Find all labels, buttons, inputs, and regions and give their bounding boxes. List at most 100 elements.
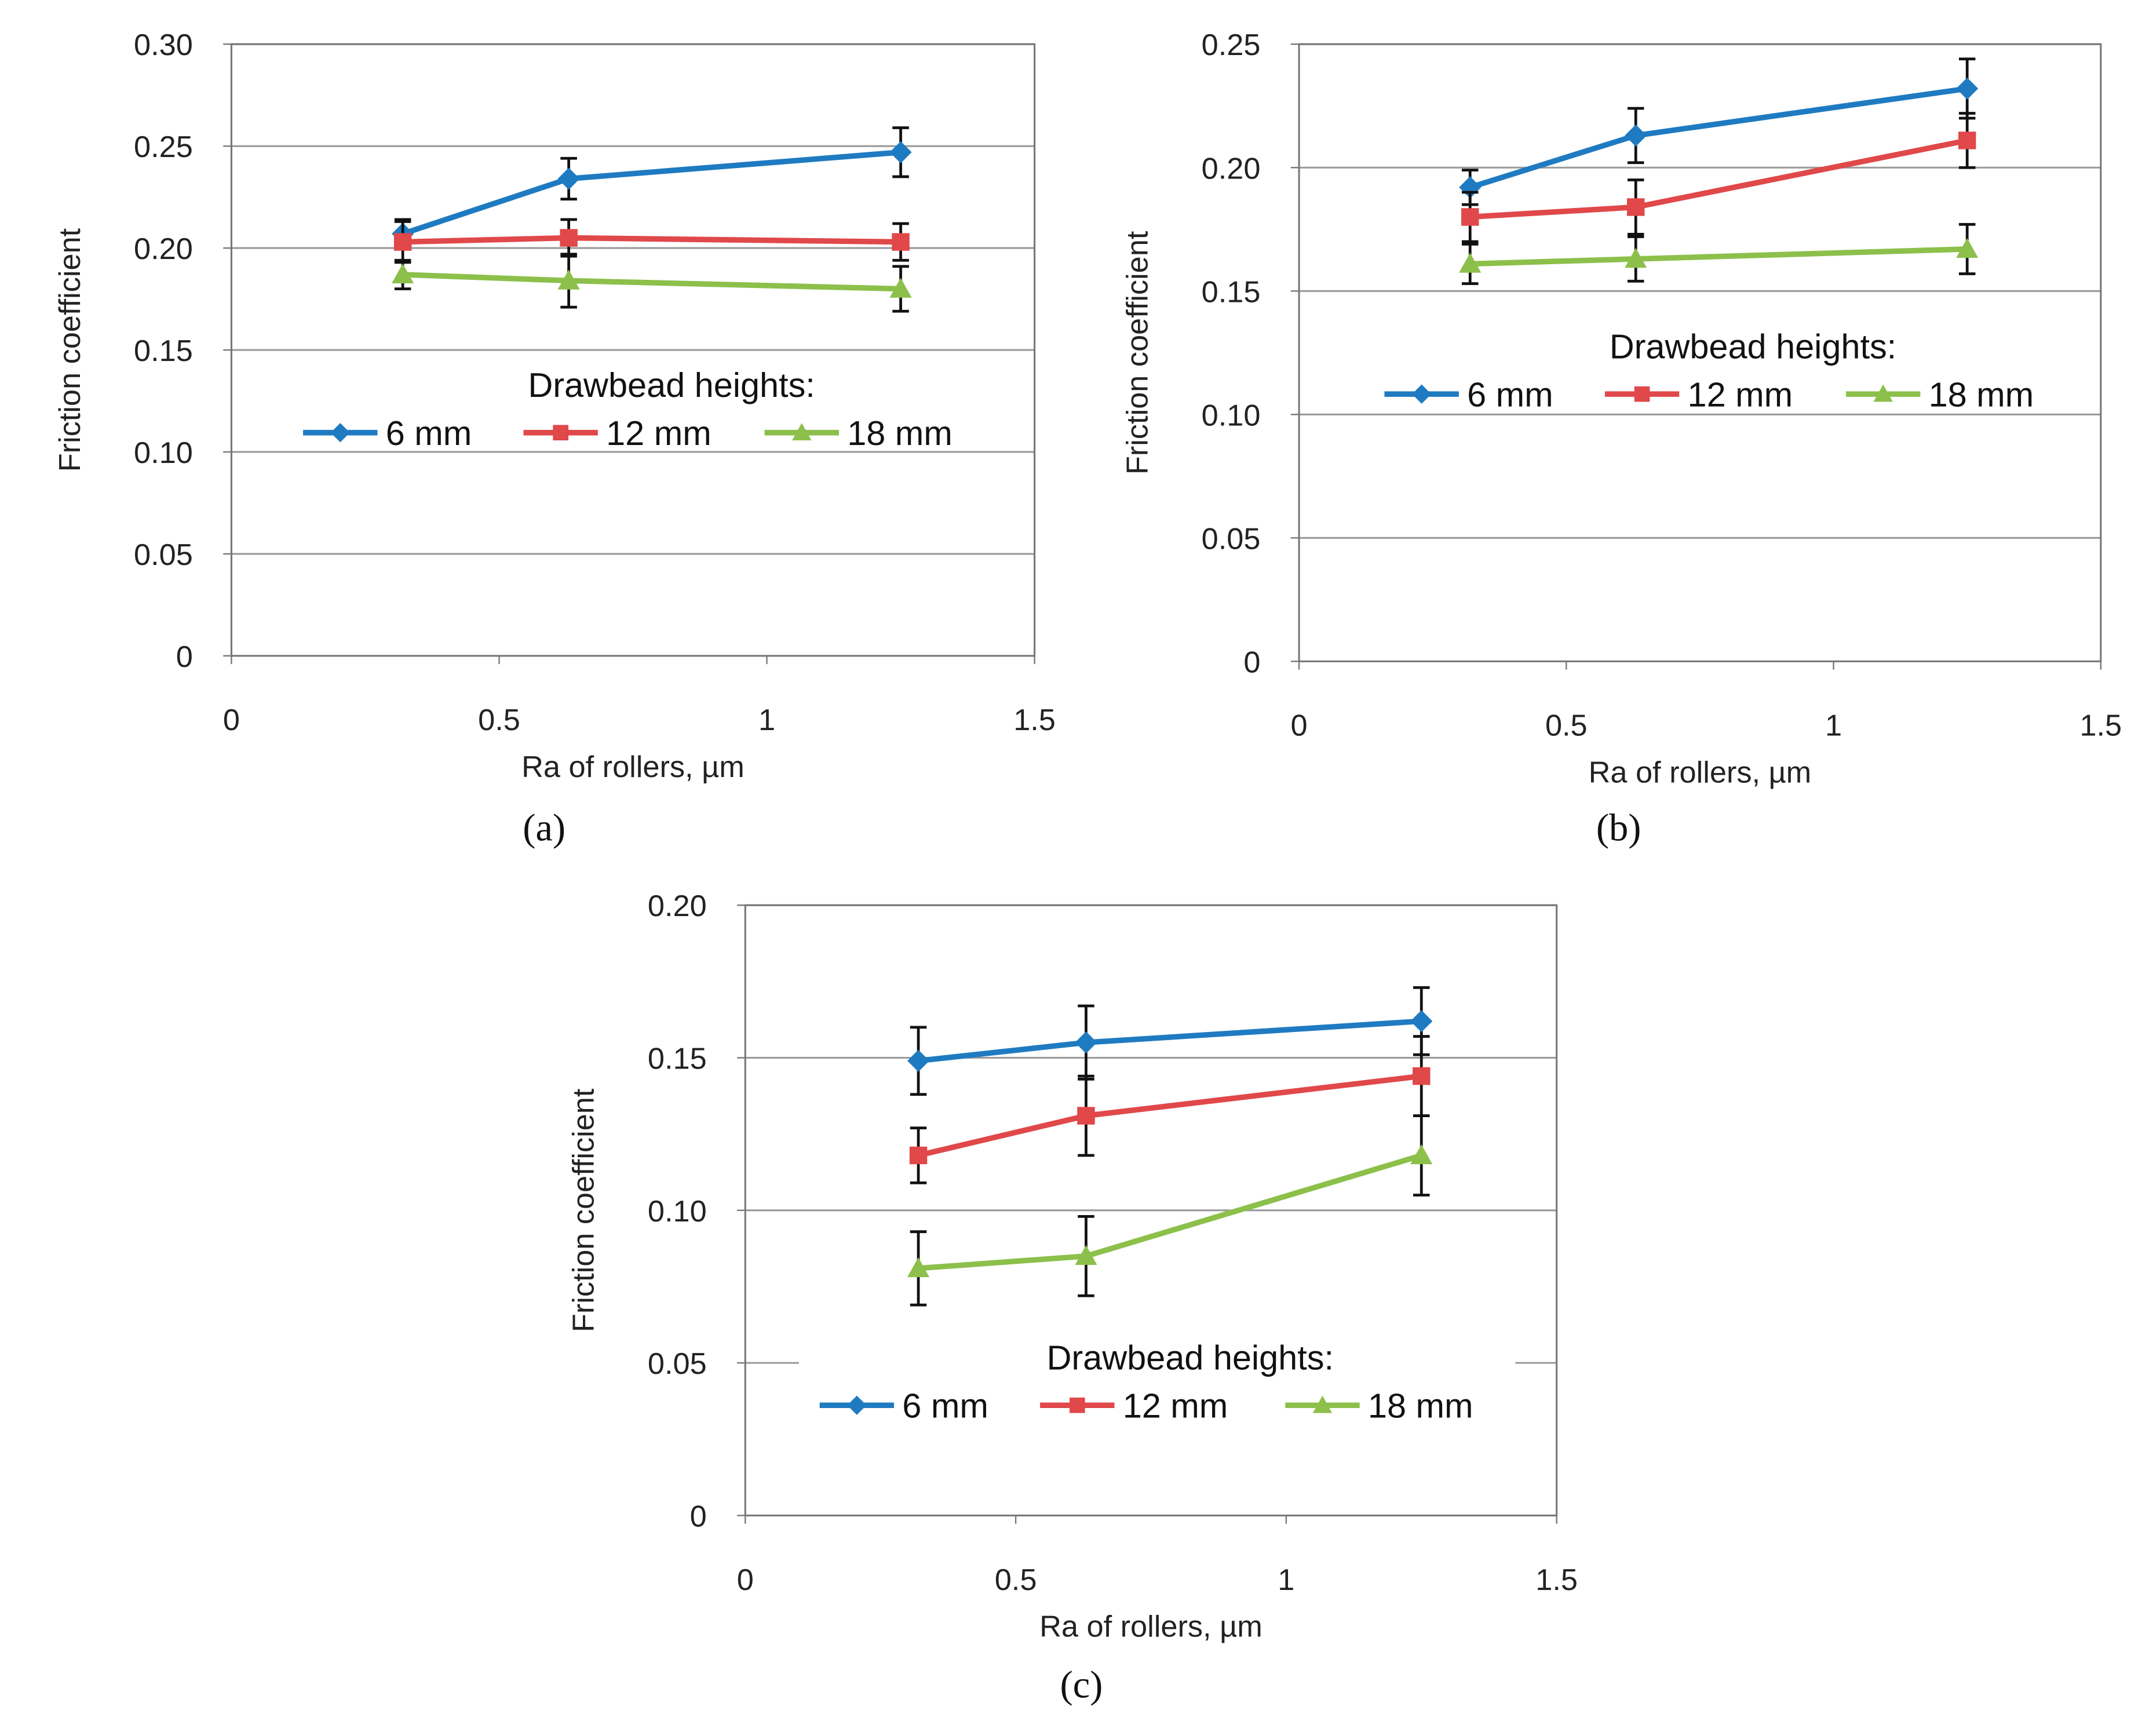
plot-area [744, 904, 1558, 1517]
series-line [918, 1018, 1422, 1064]
y-tick-label: 0.20 [1202, 152, 1261, 185]
legend-title: Drawbead heights: [528, 366, 815, 404]
y-tick-label: 0.10 [648, 1195, 707, 1228]
data-point [1410, 1010, 1433, 1033]
y-tick-label: 0.05 [1202, 522, 1261, 556]
x-axis-label: Ra of rollers, µm [1589, 756, 1812, 790]
chart-panel-b: 0 0.05 0.10 0.15 0.20 0.25 0 0.5 1 1.5 Ra of rolle… [1121, 28, 2122, 849]
x-tick-label: 0 [737, 1563, 754, 1597]
legend-marker-square [1634, 386, 1650, 402]
x-tick-label: 0.5 [478, 703, 520, 737]
legend-marker-diamond [330, 423, 350, 443]
legend: Drawbead heights: 6 mm 12 mm 18 mm [798, 1314, 1516, 1425]
data-point [1625, 124, 1647, 147]
x-tick-label: 1 [1278, 1563, 1294, 1597]
legend-marker-diamond [1412, 384, 1432, 404]
data-point [1459, 253, 1482, 273]
y-axis-label: Friction coefficient [1121, 231, 1155, 475]
y-tick-label: 0.10 [1202, 399, 1261, 432]
data-point [1626, 198, 1645, 216]
legend-entry: 6 mm [386, 414, 472, 453]
y-tick-label: 0.25 [1202, 28, 1261, 62]
data-point [1413, 1067, 1431, 1085]
data-point [393, 233, 412, 251]
data-point [1075, 1031, 1097, 1054]
y-tick-label: 0 [690, 1500, 707, 1533]
series-18mm [1459, 223, 1979, 285]
series-12mm [393, 218, 910, 264]
data-point [560, 229, 578, 247]
data-point [1956, 77, 1979, 100]
plot-area [230, 43, 1036, 657]
x-tick-label: 1 [758, 703, 775, 737]
data-point [889, 141, 912, 163]
legend-entry: 6 mm [1467, 375, 1553, 414]
x-tick-label: 0.5 [995, 1563, 1037, 1597]
legend-marker-triangle [792, 423, 812, 441]
data-point [1461, 208, 1479, 226]
panel-label: (a) [523, 807, 565, 849]
y-tick-label: 0 [176, 640, 193, 674]
series-line [1469, 137, 1968, 220]
legend-entry: 12 mm [606, 414, 712, 453]
series-18mm [392, 253, 912, 313]
series-line [402, 272, 901, 292]
data-point [1075, 1245, 1097, 1265]
legend-title: Drawbead heights: [1046, 1338, 1333, 1377]
data-point [1958, 132, 1976, 149]
legend-entry: 12 mm [1688, 375, 1793, 414]
data-point [392, 263, 414, 284]
x-tick-label: 1.5 [2079, 709, 2122, 743]
data-point [909, 1146, 928, 1165]
y-axis-label: Friction coefficient [567, 1088, 601, 1332]
x-axis-label: Ra of rollers, µm [1039, 1610, 1263, 1644]
legend-entry: 12 mm [1123, 1387, 1228, 1425]
data-point [892, 233, 910, 251]
data-point [1625, 247, 1647, 268]
x-tick-label: 0 [1290, 709, 1307, 743]
y-tick-label: 0.20 [134, 232, 193, 266]
legend-marker-square [553, 425, 568, 441]
x-axis-label: Ra of rollers, µm [521, 750, 745, 784]
y-tick-label: 0.25 [134, 130, 193, 164]
legend-background [798, 1314, 1516, 1425]
x-tick-label: 1.5 [1013, 703, 1056, 737]
x-tick-label: 0 [223, 703, 240, 737]
series-12mm [1461, 112, 1976, 243]
x-tick-label: 0.5 [1545, 709, 1588, 743]
y-tick-label: 0.10 [134, 436, 193, 470]
legend: Drawbead heights: 6 mm 12 mm 18 mm [1384, 327, 2034, 414]
legend-marker-diamond [847, 1395, 867, 1415]
data-point [907, 1049, 930, 1072]
series-line [402, 149, 901, 236]
legend-marker-triangle [1312, 1395, 1333, 1413]
data-point [557, 269, 580, 290]
legend-entry: 18 mm [1929, 375, 2034, 414]
y-tick-label: 0 [1243, 645, 1260, 679]
chart-panel-c: 0 0.05 0.10 0.15 0.20 0 0.5 1 1.5 Ra of rollers, … [567, 889, 1578, 1706]
panel-label: (c) [1060, 1664, 1103, 1706]
y-tick-label: 0.15 [134, 334, 193, 368]
y-tick-label: 0.20 [648, 889, 707, 923]
data-point [907, 1257, 930, 1278]
series-line [1469, 86, 1968, 190]
legend-entry: 18 mm [1368, 1387, 1473, 1425]
series-6mm [907, 986, 1433, 1096]
data-point [557, 167, 580, 190]
panel-label: (b) [1596, 807, 1641, 849]
y-tick-label: 0.15 [1202, 275, 1261, 309]
x-tick-label: 1.5 [1535, 1563, 1578, 1597]
legend-title: Drawbead heights: [1610, 327, 1896, 366]
series-line [1470, 246, 1968, 267]
series-line [918, 1153, 1422, 1271]
legend-entry: 18 mm [847, 414, 953, 453]
legend: Drawbead heights: 6 mm 12 mm 18 mm [303, 366, 953, 453]
y-axis-label: Friction coefficient [53, 228, 87, 472]
legend-marker-triangle [1873, 384, 1893, 402]
data-point [889, 278, 912, 298]
series-12mm [909, 1035, 1431, 1184]
data-point [1410, 1144, 1433, 1165]
series-6mm [1459, 57, 1979, 206]
y-tick-label: 0.05 [134, 538, 193, 572]
